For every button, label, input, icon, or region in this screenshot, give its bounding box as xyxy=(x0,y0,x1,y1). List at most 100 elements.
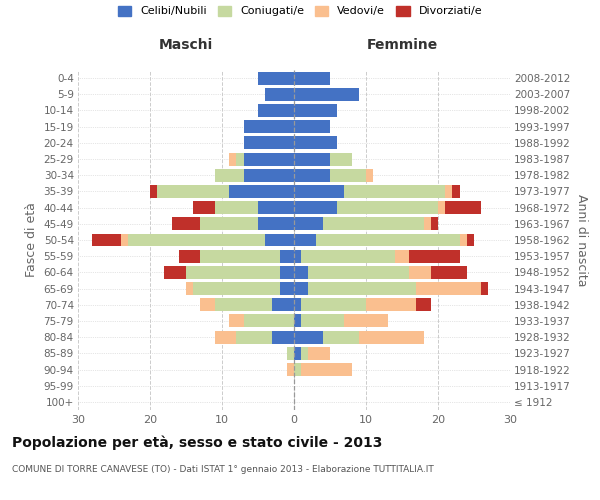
Bar xyxy=(294,363,301,376)
Bar xyxy=(316,234,460,246)
Bar xyxy=(431,266,467,279)
Bar xyxy=(229,185,294,198)
Legend: Celibi/Nubili, Coniugati/e, Vedovi/e, Divorziati/e: Celibi/Nubili, Coniugati/e, Vedovi/e, Di… xyxy=(118,6,482,16)
Bar xyxy=(359,330,424,344)
Bar xyxy=(294,266,308,279)
Bar xyxy=(308,266,409,279)
Bar xyxy=(330,169,366,181)
Bar xyxy=(467,234,474,246)
Y-axis label: Fasce di età: Fasce di età xyxy=(25,202,38,278)
Bar xyxy=(92,234,121,246)
Bar xyxy=(409,250,460,262)
Bar xyxy=(366,169,373,181)
Bar xyxy=(323,330,359,344)
Bar xyxy=(200,298,215,311)
Bar xyxy=(438,201,445,214)
Bar xyxy=(409,266,431,279)
Text: COMUNE DI TORRE CANAVESE (TO) - Dati ISTAT 1° gennaio 2013 - Elaborazione TUTTIT: COMUNE DI TORRE CANAVESE (TO) - Dati IST… xyxy=(12,465,434,474)
Bar xyxy=(280,250,294,262)
Bar xyxy=(460,234,467,246)
Bar xyxy=(308,282,416,295)
Bar xyxy=(294,169,330,181)
Bar xyxy=(424,218,431,230)
Bar xyxy=(200,218,258,230)
Bar xyxy=(294,250,301,262)
Bar xyxy=(330,152,352,166)
Text: Popolazione per età, sesso e stato civile - 2013: Popolazione per età, sesso e stato civil… xyxy=(12,435,382,450)
Bar xyxy=(301,363,352,376)
Bar xyxy=(265,234,294,246)
Bar xyxy=(294,201,337,214)
Bar xyxy=(452,185,460,198)
Bar xyxy=(244,169,294,181)
Bar xyxy=(150,185,157,198)
Bar xyxy=(215,298,272,311)
Bar xyxy=(236,330,272,344)
Bar xyxy=(258,104,294,117)
Bar xyxy=(186,266,280,279)
Bar xyxy=(229,314,244,328)
Bar xyxy=(294,152,330,166)
Bar xyxy=(301,250,395,262)
Bar xyxy=(301,347,308,360)
Bar xyxy=(244,120,294,133)
Bar xyxy=(186,282,193,295)
Bar xyxy=(172,218,200,230)
Bar xyxy=(287,347,294,360)
Bar xyxy=(337,201,438,214)
Bar xyxy=(215,169,244,181)
Bar xyxy=(294,136,337,149)
Text: Femmine: Femmine xyxy=(367,38,437,52)
Bar xyxy=(294,72,330,85)
Bar xyxy=(445,201,481,214)
Bar xyxy=(294,330,323,344)
Bar xyxy=(294,298,301,311)
Bar xyxy=(294,314,301,328)
Bar xyxy=(294,185,344,198)
Bar xyxy=(294,104,337,117)
Bar xyxy=(294,88,359,101)
Bar xyxy=(215,330,236,344)
Bar xyxy=(272,298,294,311)
Bar xyxy=(323,218,424,230)
Bar xyxy=(258,72,294,85)
Bar xyxy=(287,363,294,376)
Bar xyxy=(294,218,323,230)
Text: Maschi: Maschi xyxy=(159,38,213,52)
Bar xyxy=(301,314,344,328)
Bar xyxy=(236,152,244,166)
Bar xyxy=(157,185,229,198)
Bar xyxy=(294,282,308,295)
Bar xyxy=(200,250,280,262)
Bar xyxy=(416,282,481,295)
Bar xyxy=(244,314,294,328)
Bar xyxy=(280,282,294,295)
Bar xyxy=(128,234,265,246)
Bar xyxy=(308,347,330,360)
Bar xyxy=(416,298,431,311)
Bar xyxy=(445,185,452,198)
Bar xyxy=(193,282,280,295)
Bar xyxy=(179,250,200,262)
Bar xyxy=(344,185,445,198)
Bar xyxy=(280,266,294,279)
Bar xyxy=(366,298,416,311)
Bar xyxy=(244,136,294,149)
Bar xyxy=(258,218,294,230)
Bar xyxy=(265,88,294,101)
Bar xyxy=(344,314,388,328)
Bar xyxy=(272,330,294,344)
Bar xyxy=(395,250,409,262)
Bar xyxy=(294,234,316,246)
Bar xyxy=(215,201,258,214)
Bar xyxy=(294,347,301,360)
Bar xyxy=(258,201,294,214)
Bar xyxy=(481,282,488,295)
Bar xyxy=(301,298,366,311)
Bar xyxy=(244,152,294,166)
Y-axis label: Anni di nascita: Anni di nascita xyxy=(575,194,587,286)
Bar xyxy=(121,234,128,246)
Bar xyxy=(193,201,215,214)
Bar xyxy=(229,152,236,166)
Bar xyxy=(294,120,330,133)
